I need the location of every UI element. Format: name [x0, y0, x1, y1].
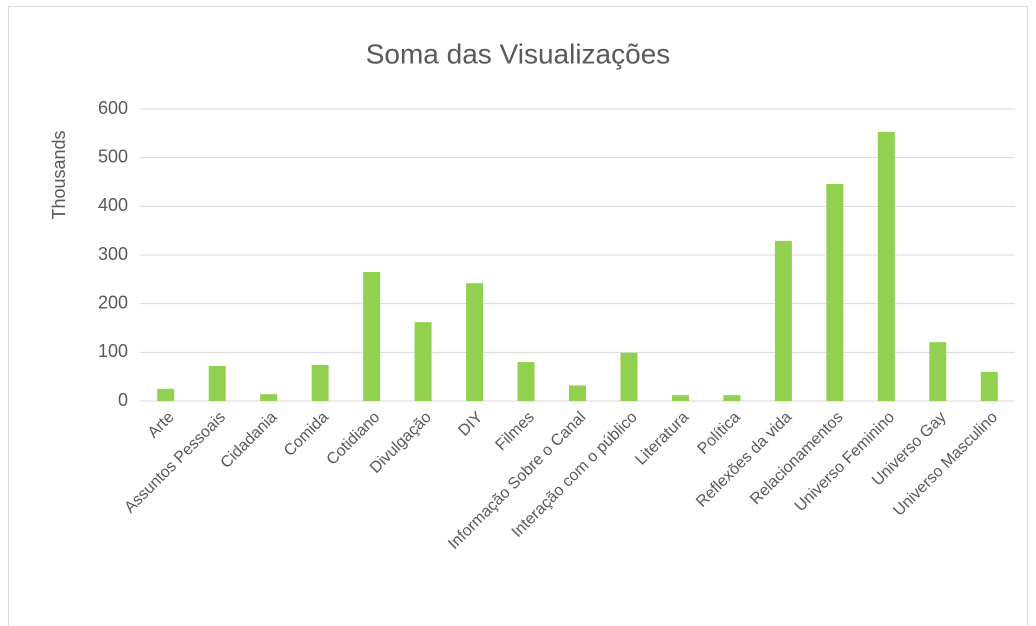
y-tick-label: 500 [98, 146, 128, 166]
x-tick-label: Universo Feminino [792, 409, 898, 515]
y-tick-label: 400 [98, 195, 128, 215]
bar [671, 395, 689, 401]
chart-border [8, 6, 1028, 626]
bar [311, 364, 329, 401]
x-tick-label: Cidadania [218, 409, 281, 472]
x-tick-label: Relacionamentos [747, 409, 846, 508]
bar [260, 394, 278, 401]
x-tick-label: Arte [145, 409, 178, 442]
bar [877, 131, 895, 401]
x-tick-label: Universo Masculino [890, 409, 1001, 520]
bar [620, 352, 638, 401]
bar [929, 342, 947, 401]
bar [826, 183, 844, 401]
chart-title: Soma das Visualizações [366, 38, 671, 69]
x-tick-label: DIY [455, 409, 486, 440]
x-tick-label: Política [695, 409, 744, 458]
x-tick-label: Filmes [493, 409, 538, 454]
y-tick-label: 600 [98, 98, 128, 118]
bar [363, 272, 381, 401]
bar [208, 365, 226, 401]
bar [569, 385, 586, 401]
bar [980, 371, 998, 401]
bar [774, 240, 792, 401]
x-tick-label: Assuntos Pessoais [121, 409, 229, 517]
y-axis-title: Thousands [49, 130, 69, 219]
x-tick-label: Literatura [632, 409, 692, 469]
x-tick-label: Reflexões da vida [693, 409, 795, 511]
x-tick-label: Comida [281, 409, 332, 460]
y-tick-label: 100 [98, 341, 128, 361]
bar [466, 283, 484, 401]
y-tick-label: 300 [98, 244, 128, 264]
bar [157, 388, 175, 401]
bar [517, 362, 535, 401]
y-tick-label: 0 [118, 390, 128, 410]
bar [414, 322, 432, 401]
bar [723, 395, 741, 401]
y-tick-label: 200 [98, 292, 128, 312]
